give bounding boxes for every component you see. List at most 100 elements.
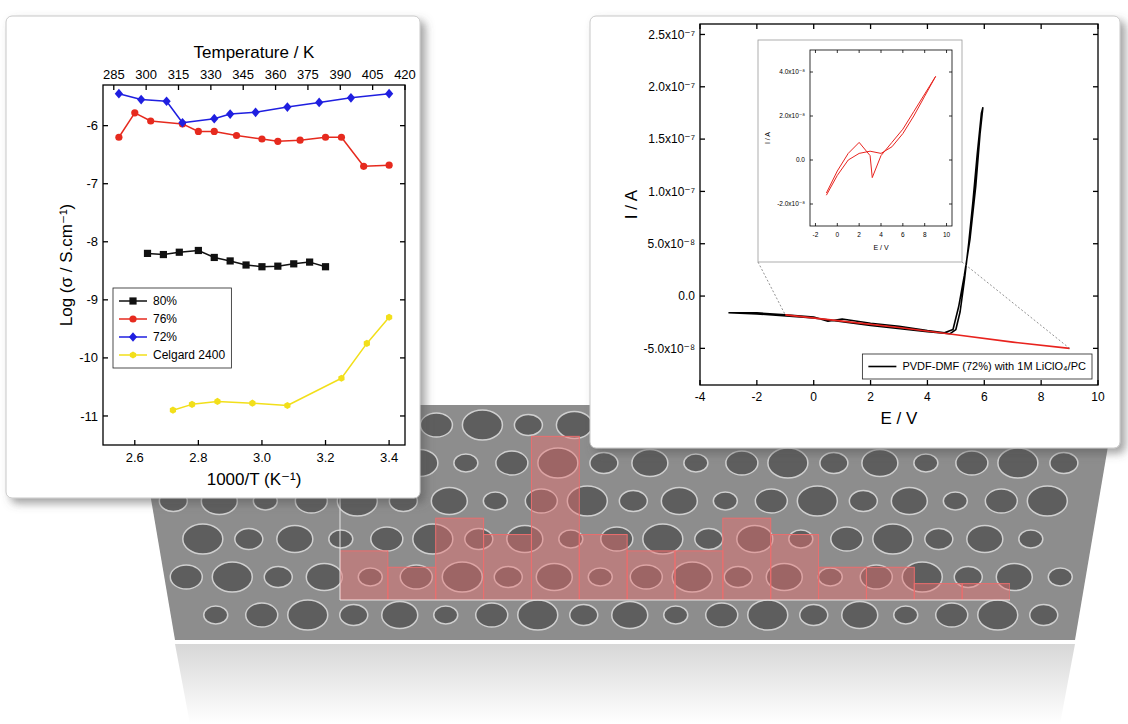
- legend-box: [862, 354, 1092, 379]
- histogram-bar: [627, 551, 675, 600]
- x2-tick-label: 315: [168, 67, 190, 82]
- x2-tick: [404, 85, 405, 90]
- marker: [162, 96, 170, 106]
- pore: [329, 530, 353, 548]
- pore: [891, 488, 927, 515]
- y-tick-label: 2.0x10⁻⁷: [648, 80, 695, 94]
- y-tick-right: [400, 125, 405, 126]
- marker: [233, 132, 240, 139]
- x-tick: [859, 223, 860, 226]
- marker: [131, 109, 138, 116]
- pore: [496, 451, 528, 475]
- y-tick-label: -2.0x10⁻⁸: [777, 200, 805, 207]
- x-tick-label: -2: [813, 231, 819, 238]
- pore: [570, 605, 598, 626]
- y-tick: [810, 116, 813, 117]
- y-tick: [810, 204, 813, 205]
- series-group: [826, 76, 935, 195]
- histogram-bar: [723, 518, 771, 600]
- y-tick-label: 2.5x10⁻⁷: [648, 28, 695, 42]
- x-tick-label: 3.2: [316, 450, 334, 465]
- marker: [386, 314, 392, 321]
- y-tick-label: -6: [86, 118, 98, 133]
- histogram-bar: [579, 535, 627, 600]
- plot-frame: [103, 85, 405, 445]
- pore: [820, 453, 848, 474]
- pore: [842, 602, 878, 629]
- marker: [178, 118, 186, 128]
- inset-plot: -20246810E / V-2.0x10⁻⁸0.02.0x10⁻⁸4.0x10…: [764, 50, 952, 251]
- x-axis-title: E / V: [873, 244, 889, 251]
- histogram-bar: [962, 584, 1010, 600]
- x-tick: [927, 380, 928, 385]
- x-tick: [261, 440, 262, 445]
- y-tick: [700, 34, 705, 35]
- plot-frame: [810, 50, 952, 226]
- pore: [306, 564, 342, 591]
- series-line: [826, 76, 935, 195]
- x-tick: [134, 440, 135, 445]
- legend-box: [113, 288, 231, 368]
- x-tick-label: 2: [857, 231, 861, 238]
- x-tick: [198, 440, 199, 445]
- x2-tick: [178, 85, 179, 90]
- y-axis-title: Log (σ / S.cm⁻¹): [57, 204, 76, 326]
- x-tick-label: 10: [943, 231, 951, 238]
- pore: [800, 605, 828, 626]
- pore: [894, 606, 918, 624]
- x-tick: [699, 380, 700, 385]
- x-tick-top: [837, 50, 838, 53]
- pore: [483, 492, 507, 510]
- y-tick-right: [1093, 34, 1098, 35]
- y-tick-right: [400, 183, 405, 184]
- x-tick: [870, 380, 871, 385]
- x-tick-label: 4: [879, 231, 883, 238]
- pore: [873, 524, 913, 554]
- y-tick-label: -10: [79, 350, 98, 365]
- marker: [129, 332, 137, 342]
- marker: [170, 407, 176, 414]
- y-tick-right: [1093, 243, 1098, 244]
- legend-swatch: [868, 366, 896, 368]
- x-tick-top: [984, 24, 985, 29]
- marker: [211, 128, 218, 135]
- x2-tick: [340, 85, 341, 90]
- inset-box: [758, 40, 962, 262]
- y-tick: [103, 299, 108, 300]
- marker: [258, 135, 265, 142]
- marker: [195, 128, 202, 135]
- x2-tick: [210, 85, 211, 90]
- y-tick: [700, 138, 705, 139]
- histogram-bar: [436, 518, 484, 600]
- histogram-bar: [771, 535, 819, 600]
- pore: [664, 606, 688, 624]
- pore: [632, 450, 668, 477]
- x-tick-label: 4: [924, 390, 931, 404]
- histogram-bar: [866, 567, 914, 600]
- y-tick-label: -11: [80, 409, 98, 424]
- x-tick: [325, 440, 326, 445]
- pore: [695, 529, 723, 550]
- x2-tick: [372, 85, 373, 90]
- x-tick: [902, 223, 903, 226]
- x-tick-top: [870, 24, 871, 29]
- x2-tick-label: 300: [135, 67, 157, 82]
- marker: [129, 315, 136, 322]
- y-tick: [700, 191, 705, 192]
- y-tick: [103, 125, 108, 126]
- zoom-line: [962, 262, 1070, 348]
- x-tick: [756, 380, 757, 385]
- y-tick-right: [949, 72, 952, 73]
- x2-axis-title: Temperature / K: [194, 43, 316, 62]
- x-tick-top: [815, 50, 816, 53]
- x2-tick-label: 285: [103, 67, 125, 82]
- marker: [195, 247, 202, 254]
- pore: [434, 606, 458, 624]
- pore: [462, 410, 502, 440]
- x2-tick-label: 405: [362, 67, 384, 82]
- y-tick: [700, 295, 705, 296]
- pore: [264, 567, 292, 588]
- histogram-bar: [819, 567, 867, 600]
- marker: [283, 102, 291, 112]
- y-axis-title: I / A: [764, 132, 771, 144]
